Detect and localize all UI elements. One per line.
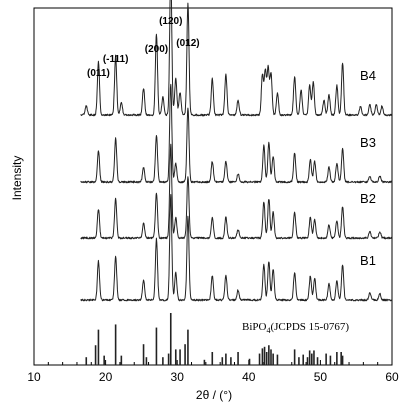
peak-label: (-111) bbox=[103, 54, 129, 65]
sample-label-b2: B2 bbox=[360, 191, 376, 206]
peak-labels: (011) (-111) (200) (120) (012) bbox=[87, 16, 200, 79]
sample-labels: B4 B3 B2 B1 bbox=[360, 68, 376, 268]
x-tick-label: 20 bbox=[99, 370, 113, 384]
peak-label: (012) bbox=[176, 38, 199, 49]
xrd-curve-b1 bbox=[80, 194, 393, 302]
peak-label: (011) bbox=[87, 68, 110, 79]
reference-label-subscript: 4 bbox=[266, 326, 270, 335]
peak-label: (200) bbox=[145, 44, 168, 55]
peak-label: (120) bbox=[159, 16, 182, 27]
plot-frame bbox=[33, 7, 393, 366]
reference-pattern bbox=[85, 313, 344, 365]
x-tick-label: 50 bbox=[314, 370, 328, 384]
x-tick-label: 60 bbox=[385, 370, 399, 384]
xrd-curve-b3 bbox=[80, 83, 393, 184]
reference-label: BiPO4(JCPDS 15-0767) bbox=[242, 321, 349, 335]
sample-label-b3: B3 bbox=[360, 135, 376, 150]
y-axis-title: Intensity bbox=[10, 156, 24, 201]
x-axis-ticks: 10 20 30 40 50 60 bbox=[27, 360, 399, 384]
x-tick-label: 10 bbox=[27, 370, 41, 384]
x-tick-label: 30 bbox=[171, 370, 185, 384]
xrd-curve-b4 bbox=[80, 0, 393, 117]
sample-label-b1: B1 bbox=[360, 253, 376, 268]
reference-label-main: BiPO bbox=[242, 321, 267, 333]
sample-label-b4: B4 bbox=[360, 68, 376, 83]
reference-label-rest: (JCPDS 15-0767) bbox=[270, 321, 349, 333]
xrd-curves bbox=[80, 0, 393, 302]
x-tick-label: 40 bbox=[242, 370, 256, 384]
xrd-curve-b2 bbox=[80, 143, 393, 240]
x-axis-title: 2θ / (°) bbox=[196, 388, 232, 402]
